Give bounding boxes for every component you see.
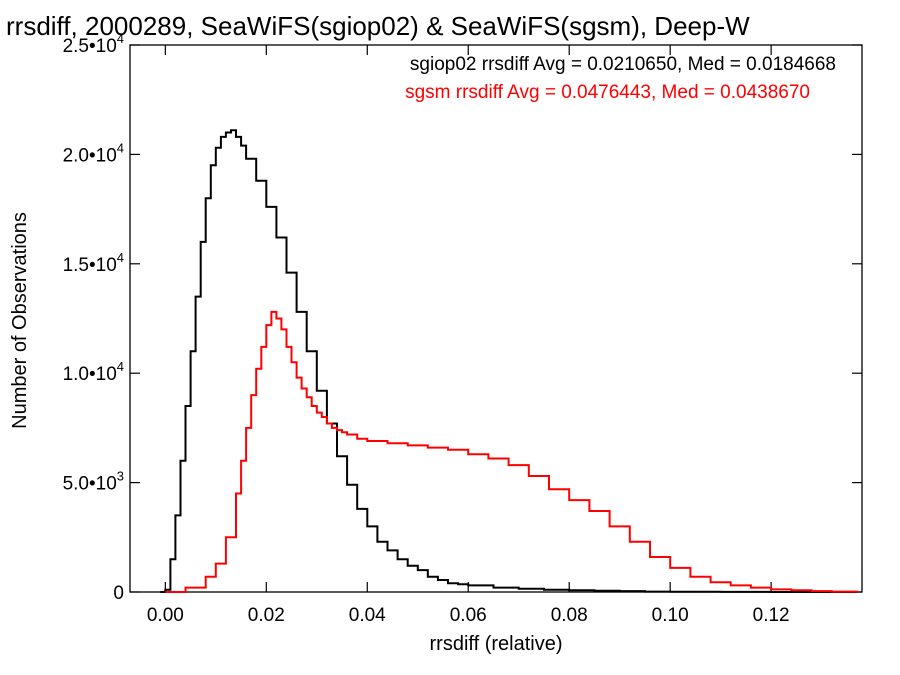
series-line-sgiop02 — [160, 129, 857, 593]
y-axis-label: Number of Observations — [9, 212, 31, 429]
y-tick-label: 5.0•103 — [63, 469, 124, 495]
y-tick-label: 1.0•104 — [63, 359, 124, 385]
y-tick-label: 2.0•104 — [63, 140, 124, 166]
series-layer — [160, 129, 858, 593]
y-tick-label: 0 — [113, 583, 124, 604]
x-tick-label: 0.00 — [147, 605, 184, 626]
legend-annotation-sgsm: sgsm rrsdiff Avg = 0.0476443, Med = 0.04… — [405, 82, 810, 103]
x-tick-label: 0.08 — [551, 605, 588, 626]
x-tick-label: 0.02 — [248, 605, 285, 626]
x-tick-label: 0.06 — [450, 605, 487, 626]
x-tick-label: 0.12 — [753, 605, 790, 626]
x-tick-label: 0.04 — [349, 605, 386, 626]
legend-annotation-sgiop02: sgiop02 rrsdiff Avg = 0.0210650, Med = 0… — [410, 54, 836, 75]
y-tick-label: 1.5•104 — [63, 250, 124, 276]
y-axis-ticks: 0 5.0•103 1.0•104 1.5•104 2.0•104 2.5•104 — [63, 31, 862, 604]
x-axis-ticks: 0.00 0.02 0.04 0.06 0.08 0.10 0.12 — [147, 45, 790, 626]
plot-frame — [129, 44, 863, 593]
series-line-sgsm — [165, 310, 858, 593]
x-axis-label: rrsdiff (relative) — [430, 633, 563, 655]
chart-title: rrsdiff, 2000289, SeaWiFS(sgiop02) & Sea… — [6, 11, 750, 41]
x-tick-label: 0.10 — [652, 605, 689, 626]
y-tick-label: 2.5•104 — [63, 31, 124, 57]
